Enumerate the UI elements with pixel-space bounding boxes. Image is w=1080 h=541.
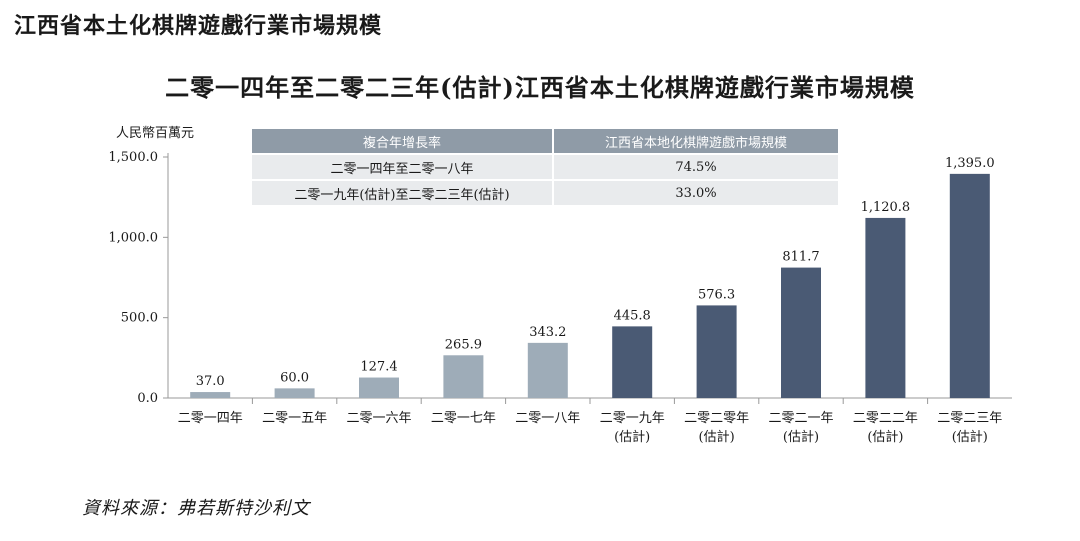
bar-value-label: 343.2 (529, 325, 566, 340)
bar (865, 217, 906, 398)
cagr-table-period-cell: 二零一九年(估計)至二零二三年(估計) (252, 181, 552, 205)
bar (443, 355, 484, 398)
bar (359, 377, 399, 398)
x-tick-label: 二零一八年 (515, 411, 580, 426)
x-tick-label: 二零二一年 (768, 411, 833, 426)
cagr-table-header-period: 複合年增長率 (252, 129, 552, 153)
bar-value-label: 1,395.0 (945, 156, 995, 171)
x-tick-label: 二零一九年 (600, 411, 665, 426)
bar (190, 392, 231, 398)
bar-value-label: 127.4 (360, 360, 397, 375)
bar-value-label: 1,120.8 (861, 200, 911, 215)
x-tick-label: (估計) (783, 429, 819, 445)
cagr-table-value-cell: 74.5% (552, 155, 838, 179)
x-tick-label: 二零二三年 (937, 411, 1002, 426)
cagr-table-header-row: 複合年增長率 江西省本地化棋牌遊戲市場規模 (252, 129, 838, 153)
y-tick-label: 1,500.0 (108, 150, 158, 165)
x-tick-label: (估計) (699, 429, 735, 445)
x-tick-label: (估計) (952, 429, 988, 445)
bar-value-label: 265.9 (445, 337, 482, 352)
x-tick-label: 二零一七年 (431, 411, 496, 426)
bar-value-label: 576.3 (698, 287, 735, 302)
x-tick-label: 二零二零年 (684, 411, 749, 426)
bar-value-label: 60.0 (280, 370, 309, 385)
bar (696, 305, 737, 398)
source-note: 資料來源：弗若斯特沙利文 (82, 498, 310, 519)
bar-value-label: 37.0 (196, 374, 225, 389)
cagr-table-period-cell: 二零一四年至二零一八年 (252, 155, 552, 179)
x-tick-label: 二零一四年 (178, 411, 243, 426)
bar-value-label: 445.8 (614, 308, 651, 323)
cagr-table-row: 二零一九年(估計)至二零二三年(估計) 33.0% (252, 181, 838, 205)
bar (949, 173, 990, 398)
y-tick-label: 0.0 (137, 391, 158, 406)
bar-value-label: 811.7 (782, 250, 819, 265)
y-tick-label: 1,000.0 (108, 230, 158, 245)
x-tick-label: 二零二二年 (853, 411, 918, 426)
y-tick-label: 500.0 (121, 311, 158, 326)
bar (612, 326, 653, 398)
x-tick-label: 二零一六年 (346, 411, 411, 426)
chart-title: 二零一四年至二零二三年(估計)江西省本土化棋牌遊戲行業市場規模 (165, 73, 915, 102)
x-tick-label: (估計) (867, 429, 903, 445)
y-axis-unit-label: 人民幣百萬元 (116, 126, 195, 141)
x-tick-label: (估計) (614, 429, 650, 445)
x-tick-label: 二零一五年 (262, 411, 327, 426)
bar (527, 342, 568, 398)
cagr-table: 複合年增長率 江西省本地化棋牌遊戲市場規模 二零一四年至二零一八年 74.5% … (252, 127, 838, 207)
cagr-table-value-cell: 33.0% (552, 181, 838, 205)
cagr-table-row: 二零一四年至二零一八年 74.5% (252, 155, 838, 179)
bar (274, 388, 315, 398)
cagr-table-header-market: 江西省本地化棋牌遊戲市場規模 (552, 129, 838, 153)
section-title: 江西省本土化棋牌遊戲行業市場規模 (14, 13, 383, 39)
bar (781, 267, 821, 398)
